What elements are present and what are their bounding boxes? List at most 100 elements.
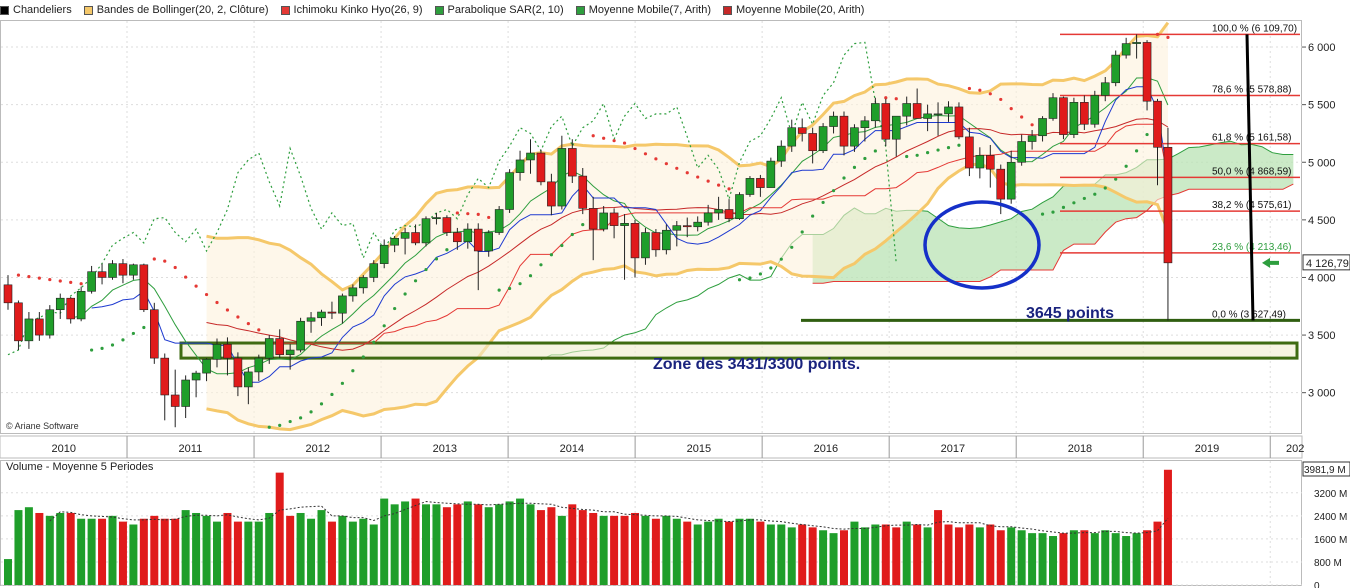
parabolic-sar-dot bbox=[309, 410, 313, 414]
volume-bar bbox=[913, 524, 922, 585]
parabolic-sar-dot bbox=[361, 355, 365, 359]
volume-tick-label: 1600 M bbox=[1314, 535, 1347, 546]
volume-bar bbox=[662, 515, 671, 585]
volume-last-box bbox=[1302, 461, 1350, 477]
volume-bar bbox=[139, 518, 148, 585]
legend-item-bollinger[interactable]: Bandes de Bollinger(20, 2, Clôture) bbox=[83, 4, 269, 16]
volume-bar bbox=[453, 504, 462, 585]
legend-item-ichimoku[interactable]: Ichimoku Kinko Hyo(26, 9) bbox=[280, 4, 423, 16]
candle-body bbox=[432, 217, 441, 220]
candle-body bbox=[891, 115, 901, 140]
senkou-span-b-line bbox=[812, 183, 1294, 284]
candle-body bbox=[818, 126, 828, 152]
parabolic-sar-dot bbox=[727, 187, 731, 191]
parabolic-sar-dot bbox=[163, 259, 167, 263]
parabolic-sar-dot bbox=[487, 215, 491, 220]
volume-bar bbox=[108, 515, 117, 585]
parabolic-sar-dot bbox=[299, 416, 303, 420]
parabolic-sar-dot bbox=[654, 157, 658, 161]
y-tick-label: 4 500 bbox=[1308, 215, 1336, 227]
candle-body bbox=[139, 264, 149, 311]
parabolic-sar-dot bbox=[528, 274, 533, 278]
candle-body bbox=[1069, 102, 1079, 135]
candle-body bbox=[327, 311, 337, 314]
candle-body bbox=[505, 172, 514, 210]
legend-item-candlesticks[interactable]: Chandeliers bbox=[0, 4, 72, 16]
parabolic-sar-dot bbox=[1093, 192, 1097, 196]
candle-body bbox=[202, 358, 211, 374]
volume-bar bbox=[254, 521, 263, 585]
volume-bar bbox=[495, 504, 504, 585]
candle-body bbox=[526, 152, 535, 161]
candle-body bbox=[66, 297, 75, 320]
candle-body bbox=[902, 103, 912, 117]
parabolic-sar-dot bbox=[612, 139, 616, 143]
volume-bar bbox=[1101, 530, 1110, 585]
parabolic-sar-dot bbox=[434, 257, 439, 261]
candle-body bbox=[808, 133, 817, 152]
zone-annotation: Zone des 3431/3300 points. bbox=[653, 356, 861, 373]
parabolic-sar-dot bbox=[330, 392, 334, 397]
volume-bar bbox=[14, 510, 23, 585]
parabolic-sar-dot bbox=[633, 146, 637, 151]
points-annotation: 3645 points bbox=[1026, 305, 1115, 322]
y-tick-label: 6 000 bbox=[1308, 42, 1336, 54]
candle-body bbox=[129, 264, 138, 276]
volume-bar bbox=[45, 515, 54, 585]
volume-tick-label: 0 bbox=[1314, 581, 1320, 588]
parabolic-sar-dot bbox=[27, 275, 31, 279]
volume-bar bbox=[150, 515, 159, 585]
parabolic-sar-dot bbox=[204, 292, 209, 297]
parabolic-sar-dot bbox=[1072, 201, 1076, 205]
candle-body bbox=[860, 120, 870, 128]
volume-bar bbox=[118, 521, 127, 585]
volume-tick-label: 2400 M bbox=[1314, 512, 1347, 523]
highlight-circle bbox=[923, 200, 1041, 290]
candle-body bbox=[296, 320, 305, 351]
volume-bar bbox=[777, 524, 786, 585]
parabolic-sar-dot bbox=[800, 230, 804, 234]
volume-bar bbox=[745, 518, 754, 585]
volume-bar bbox=[693, 524, 702, 585]
candle-body bbox=[850, 127, 859, 147]
candle-body bbox=[1080, 102, 1089, 125]
volume-bar bbox=[275, 472, 284, 585]
parabolic-sar-dot bbox=[1124, 164, 1128, 168]
volume-bar bbox=[380, 498, 389, 585]
volume-bar bbox=[536, 510, 545, 585]
legend-item-ma7[interactable]: Moyenne Mobile(7, Arith) bbox=[575, 4, 711, 16]
volume-bar bbox=[516, 498, 525, 585]
parabolic-sar-dot bbox=[152, 257, 156, 261]
x-tick-label: 2019 bbox=[1195, 443, 1219, 455]
legend-item-parabolic-sar[interactable]: Parabolique SAR(2, 10) bbox=[434, 4, 564, 16]
volume-bar bbox=[296, 512, 305, 585]
y-tick-label: 5 000 bbox=[1308, 157, 1336, 169]
volume-bar bbox=[359, 518, 368, 585]
volume-bar bbox=[442, 507, 451, 585]
parabolic-sar-dot bbox=[1082, 196, 1086, 201]
volume-bar bbox=[1049, 536, 1057, 585]
candle-body bbox=[923, 113, 932, 119]
volume-bar bbox=[704, 521, 713, 585]
parabolic-sar-dot bbox=[455, 211, 459, 215]
candle-body bbox=[766, 160, 776, 188]
volume-bar bbox=[840, 530, 848, 585]
parabolic-sar-dot bbox=[790, 245, 794, 249]
candle-body bbox=[254, 357, 264, 373]
x-tick-label: 2011 bbox=[179, 443, 203, 455]
candle-body bbox=[797, 127, 807, 134]
x-tick-label: 202 bbox=[1286, 443, 1304, 455]
candle-body bbox=[150, 309, 159, 359]
parabolic-sar-dot bbox=[570, 232, 574, 237]
candle-body bbox=[3, 284, 13, 304]
candle-body bbox=[442, 217, 452, 233]
parabolic-sar-dot bbox=[393, 306, 397, 311]
volume-bar bbox=[599, 515, 608, 585]
legend-item-ma20[interactable]: Moyenne Mobile(20, Arith) bbox=[723, 4, 864, 16]
volume-bar bbox=[77, 518, 86, 585]
volume-moving-average bbox=[49, 500, 1169, 534]
candle-body bbox=[55, 297, 65, 311]
candle-body bbox=[306, 317, 316, 322]
volume-bar bbox=[829, 533, 838, 585]
volume-bar bbox=[98, 518, 107, 585]
